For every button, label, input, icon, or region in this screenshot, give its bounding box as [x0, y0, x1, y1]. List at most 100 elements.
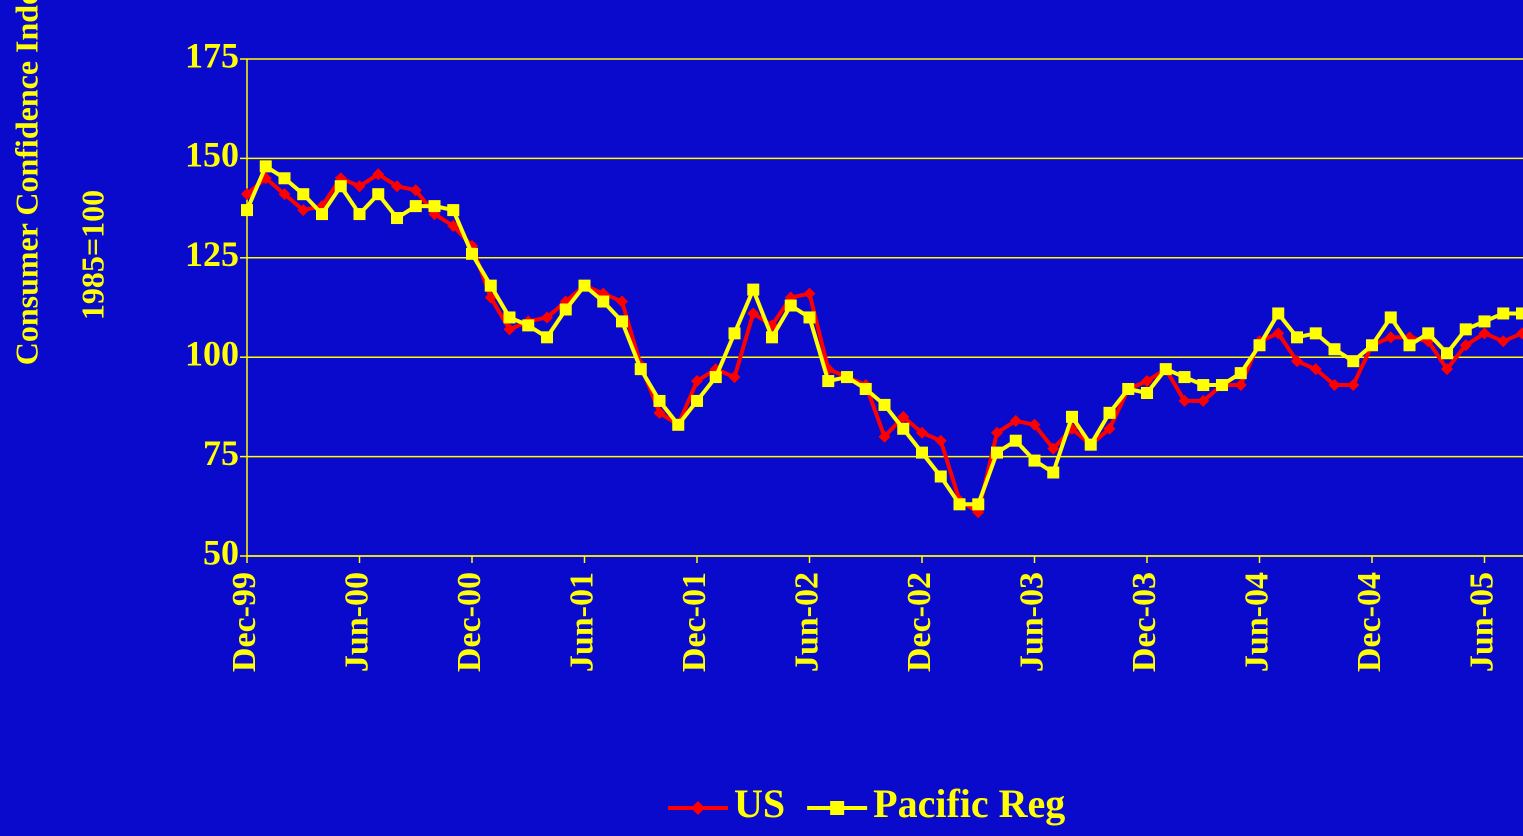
- point: [653, 406, 666, 419]
- point: [391, 180, 403, 193]
- x-tick-label: Dec-00: [451, 572, 488, 672]
- point: [1441, 347, 1453, 360]
- point: [1328, 343, 1341, 356]
- point: [466, 247, 478, 260]
- point: [1309, 327, 1322, 340]
- legend-label: Pacific Reg: [873, 781, 1065, 826]
- point: [1478, 315, 1491, 328]
- point: [1478, 327, 1491, 340]
- point: [747, 283, 760, 296]
- y-tick-label: 125: [185, 234, 239, 274]
- point: [1197, 394, 1210, 407]
- point: [1197, 379, 1210, 392]
- legend-label: US: [734, 781, 785, 826]
- point: [822, 375, 835, 388]
- point: [653, 394, 666, 407]
- point: [1384, 311, 1397, 324]
- point: [241, 188, 253, 201]
- legend-marker: [691, 801, 705, 815]
- point: [859, 383, 872, 396]
- point: [1178, 394, 1191, 407]
- point: [634, 363, 647, 376]
- point: [1253, 339, 1266, 352]
- x-tick-label: Jun-00: [338, 572, 375, 672]
- point: [616, 315, 628, 328]
- point: [1122, 383, 1135, 396]
- point: [1103, 422, 1116, 435]
- point: [541, 331, 553, 344]
- y-tick-label: 150: [185, 135, 239, 175]
- point: [1047, 442, 1060, 455]
- point: [878, 430, 891, 443]
- point: [728, 371, 741, 384]
- point: [766, 331, 778, 344]
- point: [1028, 454, 1041, 467]
- point: [1066, 410, 1078, 423]
- point: [1084, 438, 1097, 451]
- point: [1009, 434, 1022, 447]
- x-tick-label: Dec-02: [901, 572, 938, 672]
- point: [1291, 355, 1303, 368]
- point: [1459, 339, 1472, 352]
- point: [316, 208, 328, 221]
- point: [934, 434, 947, 447]
- point: [447, 219, 460, 232]
- point: [428, 200, 441, 213]
- x-tick-label: Jun-04: [1238, 572, 1275, 672]
- x-tick-label: Dec-04: [1351, 572, 1388, 672]
- point: [916, 426, 928, 439]
- point: [1291, 331, 1303, 344]
- x-tick-label: Jun-03: [1013, 572, 1050, 672]
- point: [878, 398, 891, 411]
- point: [297, 204, 310, 217]
- point: [1141, 386, 1153, 399]
- point: [1028, 418, 1041, 431]
- x-tick-label: Jun-05: [1463, 572, 1500, 672]
- x-tick-label: Dec-01: [676, 572, 713, 672]
- point: [372, 188, 385, 201]
- point: [972, 498, 985, 511]
- point: [897, 410, 910, 423]
- y-tick-label: 175: [185, 35, 239, 75]
- point: [934, 470, 947, 483]
- y-tick-label: 100: [185, 333, 239, 373]
- y-tick-label: 75: [203, 433, 239, 473]
- point: [447, 204, 460, 217]
- y-tick-label: 50: [203, 532, 239, 572]
- point: [597, 295, 610, 308]
- point: [409, 184, 422, 197]
- point: [259, 160, 272, 173]
- point: [278, 172, 291, 185]
- point: [1178, 371, 1191, 384]
- point: [541, 311, 553, 324]
- point: [747, 307, 760, 320]
- x-tick-label: Dec-99: [226, 572, 263, 672]
- point: [353, 208, 366, 221]
- point: [1366, 339, 1378, 352]
- point: [803, 311, 816, 324]
- point: [1459, 323, 1472, 336]
- point: [709, 371, 722, 384]
- point: [578, 279, 591, 292]
- point: [1009, 414, 1022, 427]
- point: [1159, 363, 1172, 376]
- point: [803, 287, 816, 300]
- x-tick-label: Dec-03: [1126, 572, 1163, 672]
- point: [372, 168, 385, 181]
- point: [503, 323, 516, 336]
- point: [953, 498, 966, 511]
- point: [297, 188, 310, 201]
- point: [1141, 375, 1153, 388]
- point: [1309, 363, 1322, 376]
- point: [784, 299, 797, 312]
- point: [691, 394, 703, 407]
- point: [916, 446, 928, 459]
- point: [503, 311, 516, 324]
- point: [991, 426, 1003, 439]
- point: [691, 375, 703, 388]
- point: [391, 212, 403, 225]
- point: [1497, 335, 1510, 348]
- point: [841, 371, 853, 384]
